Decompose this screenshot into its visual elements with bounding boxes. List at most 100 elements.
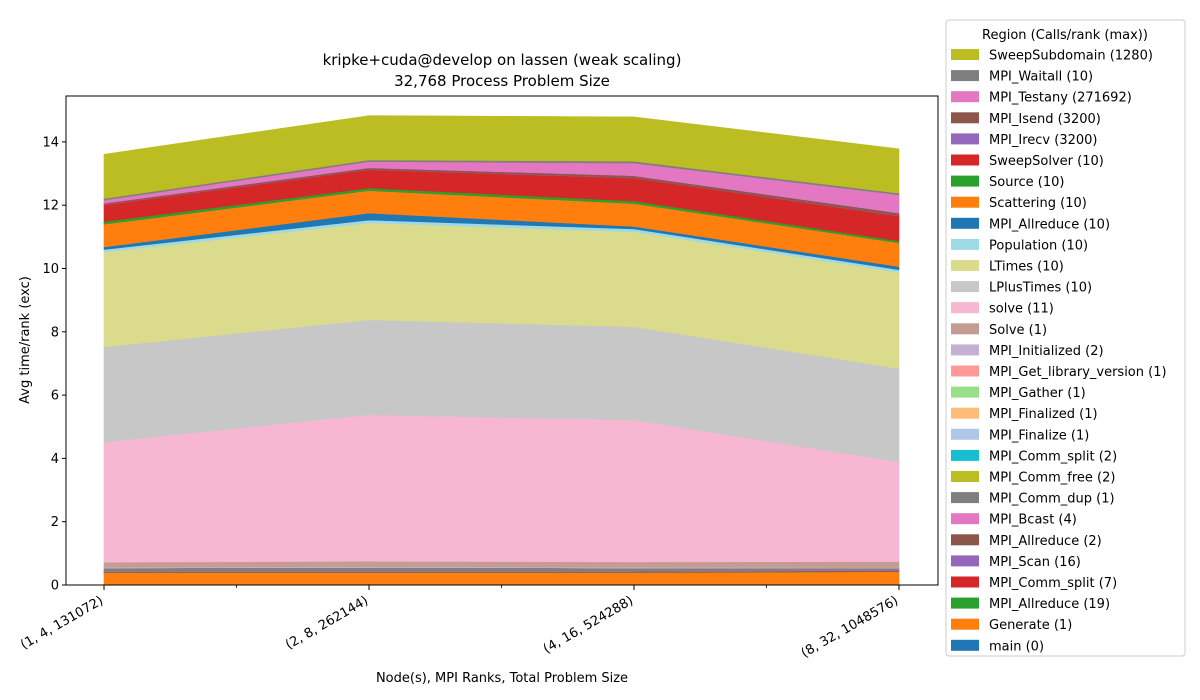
legend-entry-generate-1: Generate (1)	[951, 618, 1072, 633]
legend-label: MPI_Finalized (1)	[989, 407, 1098, 422]
legend-label: SweepSubdomain (1280)	[989, 49, 1153, 64]
legend-swatch	[951, 302, 979, 314]
legend-label: MPI_Gather (1)	[989, 386, 1086, 401]
legend-swatch	[951, 428, 979, 440]
legend-entry-sweepsubdomain-1280: SweepSubdomain (1280)	[951, 49, 1153, 64]
legend-swatch	[951, 492, 979, 504]
legend-label: Generate (1)	[989, 618, 1072, 633]
legend-entry-mpi-waitall-10: MPI_Waitall (10)	[951, 70, 1093, 85]
legend-swatch	[951, 281, 979, 293]
area-sweepsubdomain-1280	[103, 115, 900, 199]
legend-entry-mpi-irecv-3200: MPI_Irecv (3200)	[951, 133, 1097, 148]
legend-swatch	[951, 365, 979, 377]
legend-frame	[945, 19, 1186, 657]
legend-swatch	[951, 618, 979, 630]
legend-entry-mpi-testany-271692: MPI_Testany (271692)	[951, 91, 1132, 106]
legend-swatch	[951, 49, 979, 60]
legend-swatch	[951, 449, 979, 461]
legend-label: MPI_Allreduce (2)	[989, 534, 1102, 549]
y-tick-label: 4	[51, 452, 59, 467]
legend-label: Solve (1)	[989, 323, 1047, 338]
legend-entry-mpi-isend-3200: MPI_Isend (3200)	[951, 112, 1101, 127]
legend-swatch	[951, 217, 979, 229]
legend-label: MPI_Comm_free (2)	[989, 471, 1115, 486]
area-solve-1	[103, 560, 900, 568]
legend-swatch	[951, 513, 979, 525]
legend-swatch	[951, 196, 979, 208]
legend-entry-mpi-comm-free-2: MPI_Comm_free (2)	[951, 471, 1115, 486]
legend-swatch	[951, 639, 979, 651]
legend-entry-mpi-comm-dup-1: MPI_Comm_dup (1)	[951, 492, 1115, 507]
legend-entry-mpi-allreduce-19: MPI_Allreduce (19)	[951, 597, 1110, 612]
legend-label: MPI_Waitall (10)	[989, 70, 1093, 85]
legend-label: SweepSolver (10)	[989, 154, 1104, 169]
legend-swatch	[951, 597, 979, 609]
legend-swatch	[951, 260, 979, 271]
x-tick-label: (8, 32, 1048576)	[799, 593, 901, 661]
legend-entry-solve-1: Solve (1)	[951, 323, 1047, 338]
legend-entry-mpi-scan-16: MPI_Scan (16)	[951, 555, 1081, 570]
plot-frame	[65, 95, 939, 586]
legend-entry-mpi-allreduce-2: MPI_Allreduce (2)	[951, 534, 1102, 549]
y-tick-label: 12	[42, 199, 59, 214]
legend-label: MPI_Allreduce (10)	[989, 217, 1110, 232]
legend-swatch	[951, 576, 979, 588]
legend-swatch	[951, 344, 979, 356]
legend-label: LTimes (10)	[989, 260, 1064, 275]
y-tick-label: 14	[42, 135, 59, 150]
x-axis-label: Node(s), MPI Ranks, Total Problem Size	[376, 671, 628, 686]
legend-label: LPlusTimes (10)	[989, 281, 1092, 296]
legend-entry-mpi-gather-1: MPI_Gather (1)	[951, 386, 1086, 401]
y-tick-label: 0	[51, 579, 59, 594]
legend-swatch	[951, 112, 979, 124]
chart-title: kripke+cuda@develop on lassen (weak scal…	[323, 51, 682, 69]
legend-label: main (0)	[989, 639, 1044, 654]
legend-label: MPI_Testany (271692)	[989, 91, 1132, 106]
legend-swatch	[951, 133, 979, 145]
legend-entry-lplustimes-10: LPlusTimes (10)	[951, 281, 1092, 296]
legend-entry-main-0: main (0)	[951, 639, 1044, 654]
legend-label: MPI_Irecv (3200)	[989, 133, 1097, 148]
x-tick-label: (1, 4, 131072)	[18, 593, 106, 652]
legend-swatch	[951, 323, 979, 335]
legend-entry-mpi-get-library-version-1: MPI_Get_library_version (1)	[951, 365, 1167, 380]
legend-entry-ltimes-10: LTimes (10)	[951, 260, 1064, 275]
legend-label: MPI_Comm_split (2)	[989, 449, 1117, 464]
legend-entry-mpi-comm-split-7: MPI_Comm_split (7)	[951, 576, 1117, 591]
legend-entry-mpi-allreduce-10: MPI_Allreduce (10)	[951, 217, 1110, 232]
legend-entry-sweepsolver-10: SweepSolver (10)	[951, 154, 1104, 169]
legend-title: Region (Calls/rank (max))	[982, 28, 1148, 43]
legend-label: MPI_Get_library_version (1)	[989, 365, 1167, 380]
legend-swatch	[951, 70, 979, 82]
legend-items: SweepSubdomain (1280) MPI_Waitall (10) MPI…	[951, 49, 1167, 654]
legend-entry-solve-11: solve (11)	[951, 302, 1054, 317]
legend-swatch	[951, 238, 979, 250]
legend-swatch	[951, 534, 979, 546]
legend-swatch	[951, 154, 979, 166]
legend-entry-mpi-finalize-1: MPI_Finalize (1)	[951, 428, 1089, 443]
y-tick-label: 6	[51, 389, 59, 404]
legend-label: MPI_Comm_dup (1)	[989, 492, 1115, 507]
legend-label: MPI_Initialized (2)	[989, 344, 1104, 359]
legend-label: MPI_Isend (3200)	[989, 112, 1101, 127]
legend-label: Source (10)	[989, 175, 1064, 190]
x-tick-label: (4, 16, 524288)	[541, 593, 636, 657]
legend-label: Scattering (10)	[989, 196, 1087, 211]
legend-entry-mpi-initialized-2: MPI_Initialized (2)	[951, 344, 1104, 359]
legend-entry-scattering-10: Scattering (10)	[951, 196, 1087, 211]
x-tick-label: (2, 8, 262144)	[283, 593, 371, 652]
y-tick-label: 2	[51, 515, 59, 530]
legend-label: MPI_Allreduce (19)	[989, 597, 1110, 612]
legend-entry-mpi-comm-split-2: MPI_Comm_split (2)	[951, 449, 1117, 464]
legend-swatch	[951, 471, 979, 482]
legend-entry-mpi-finalized-1: MPI_Finalized (1)	[951, 407, 1098, 422]
legend-label: MPI_Scan (16)	[989, 555, 1081, 570]
legend-entry-mpi-bcast-4: MPI_Bcast (4)	[951, 513, 1077, 528]
y-axis-label: Avg time/rank (exc)	[18, 276, 33, 404]
legend-swatch	[951, 407, 979, 419]
legend-swatch	[951, 91, 979, 103]
legend-label: Population (10)	[989, 238, 1088, 253]
legend-label: MPI_Comm_split (7)	[989, 576, 1117, 591]
